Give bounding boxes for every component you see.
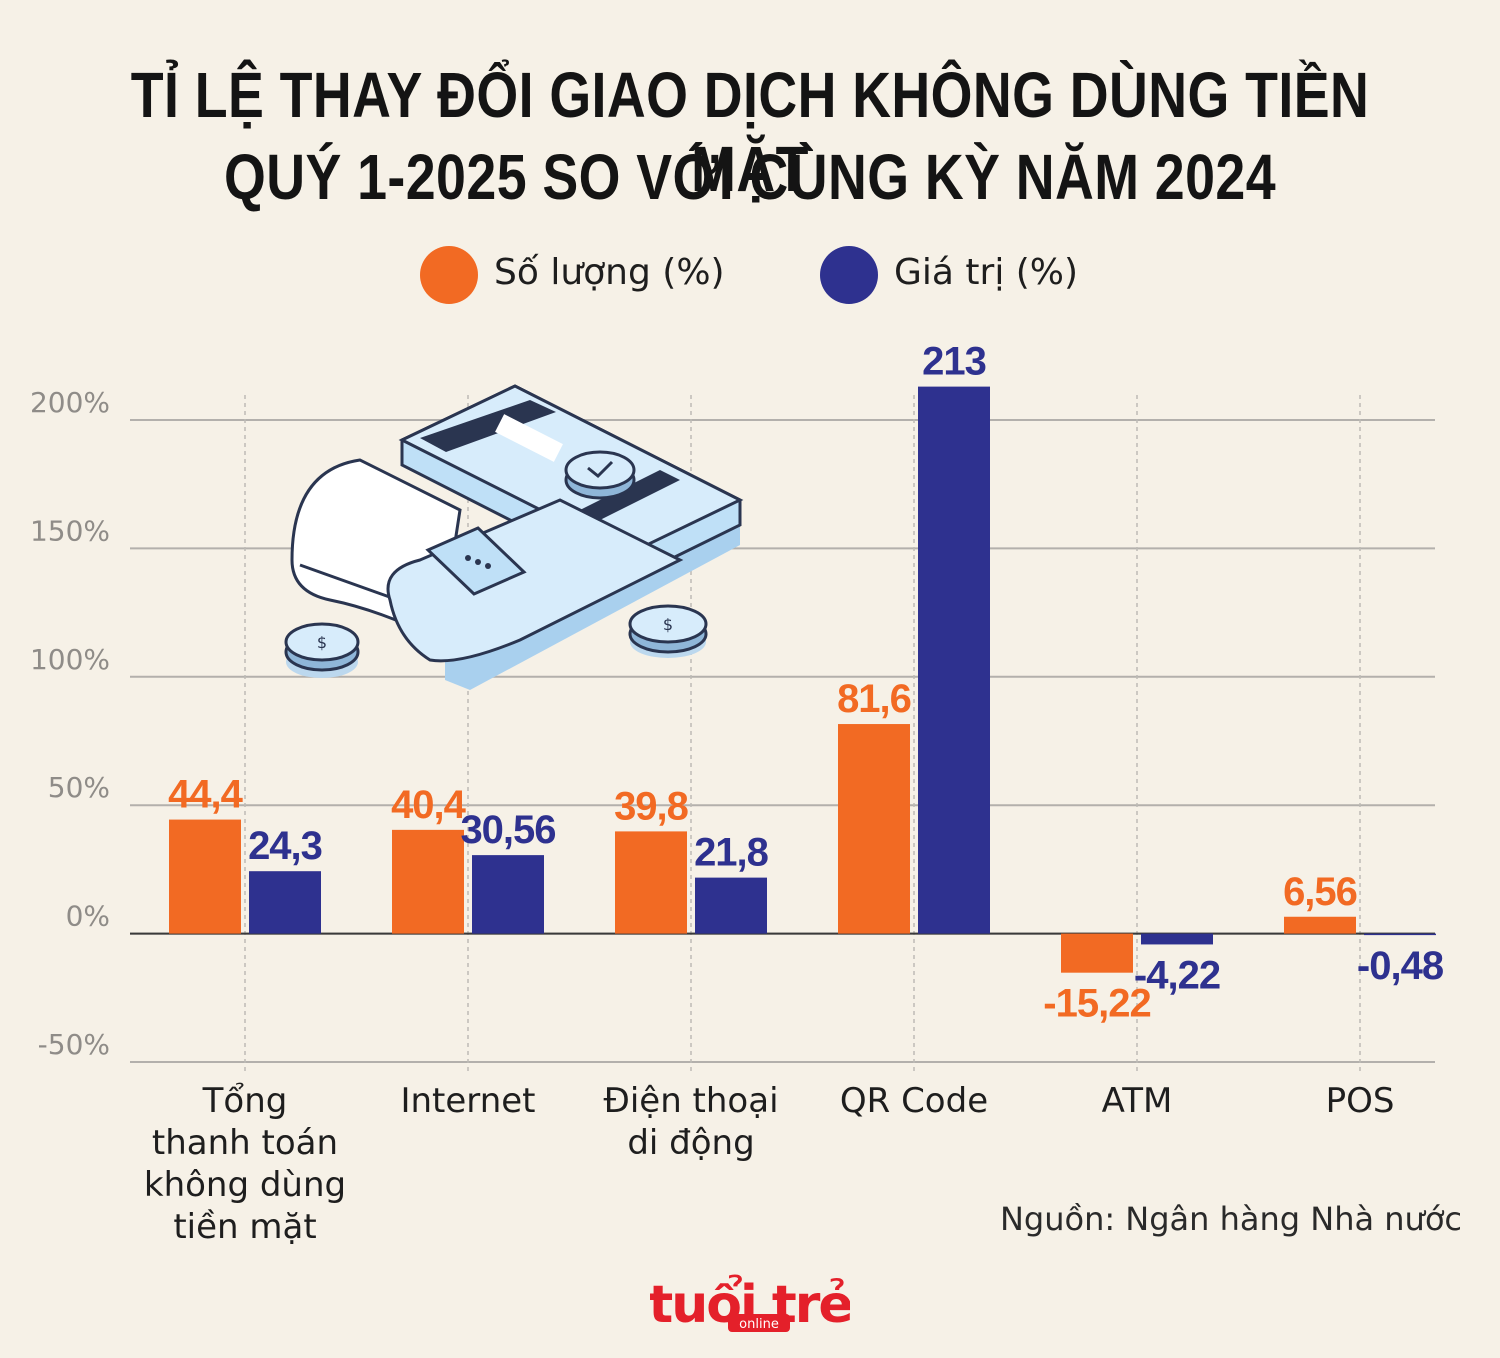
- legend-swatch-so-luong: [420, 246, 478, 304]
- bar: [695, 877, 767, 934]
- x-tick-label: POS: [1326, 1081, 1395, 1121]
- logo-sub-text: online: [739, 1317, 779, 1332]
- x-tick-label: Tổng: [202, 1081, 288, 1121]
- x-tick-label: di động: [627, 1123, 754, 1163]
- y-tick-label: 0%: [66, 900, 110, 933]
- svg-text:$: $: [663, 615, 673, 634]
- y-tick-label: 200%: [30, 386, 110, 419]
- chart-title-line-1: TỈ LỆ THAY ĐỔI GIAO DỊCH KHÔNG DÙNG TIỀN…: [130, 59, 1370, 205]
- y-tick-label: 150%: [30, 514, 110, 547]
- data-label: 44,4: [168, 773, 244, 817]
- bar: [169, 819, 241, 934]
- bar: [838, 724, 910, 934]
- source-note: Nguồn: Ngân hàng Nhà nước: [999, 1200, 1462, 1238]
- chart-title-line-2: QUÝ 1-2025 SO VỚI CÙNG KỲ NĂM 2024: [223, 141, 1277, 213]
- data-label: 213: [922, 340, 986, 384]
- legend-swatch-gia-tri: [820, 246, 878, 304]
- x-tick-label: tiền mặt: [173, 1207, 316, 1247]
- data-label: 40,4: [391, 783, 467, 827]
- data-label: 81,6: [837, 677, 911, 721]
- data-label: 30,56: [460, 808, 555, 852]
- bar: [1284, 916, 1356, 934]
- y-tick-label: 50%: [48, 771, 110, 804]
- bar: [472, 855, 544, 934]
- x-tick-label: Internet: [400, 1081, 535, 1121]
- bar: [918, 386, 990, 934]
- svg-text:$: $: [317, 633, 327, 652]
- payment-card-illustration: $ $: [284, 384, 744, 690]
- data-label: 21,8: [694, 831, 769, 875]
- bar: [1141, 933, 1213, 945]
- tuoi-tre-logo: tuổi trẻ online: [650, 1274, 850, 1335]
- data-label: 24,3: [248, 824, 322, 868]
- x-tick-label: ATM: [1102, 1081, 1173, 1121]
- legend-label-so-luong: Số lượng (%): [494, 252, 725, 293]
- data-label: -15,22: [1043, 982, 1150, 1026]
- data-label: -0,48: [1357, 944, 1444, 988]
- data-label: -4,22: [1134, 953, 1220, 997]
- gridlines: 200% 150% 100% 50% 0% -50%: [30, 386, 1435, 1075]
- x-tick-label: Điện thoại: [603, 1081, 778, 1121]
- bar: [1364, 933, 1436, 936]
- data-label: 39,8: [614, 784, 689, 828]
- data-label: 6,56: [1283, 870, 1357, 914]
- x-tick-label: QR Code: [840, 1081, 988, 1121]
- x-tick-label: không dùng: [144, 1165, 346, 1205]
- bar: [392, 829, 464, 934]
- bar: [249, 871, 321, 934]
- bar: [1061, 933, 1133, 973]
- bar: [615, 831, 687, 934]
- y-tick-label: -50%: [38, 1028, 110, 1061]
- x-tick-label: thanh toán: [152, 1123, 338, 1163]
- y-tick-label: 100%: [30, 643, 110, 676]
- legend-label-gia-tri: Giá trị (%): [894, 252, 1079, 293]
